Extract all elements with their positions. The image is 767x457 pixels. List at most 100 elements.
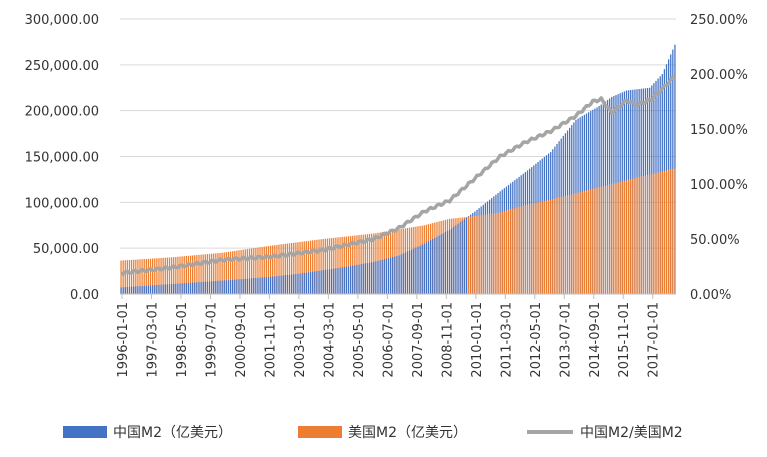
china-m2-bar <box>366 263 369 294</box>
us-m2-bar <box>152 258 154 294</box>
us-m2-bar <box>343 236 345 294</box>
us-m2-bar <box>598 187 600 294</box>
us-m2-bar <box>206 254 209 294</box>
us-m2-bar <box>499 212 501 294</box>
us-m2-bar <box>486 214 489 294</box>
us-m2-bar <box>575 193 577 294</box>
china-m2-bar <box>383 259 385 294</box>
china-m2-bar <box>442 233 444 294</box>
china-m2-bar <box>192 282 194 294</box>
us-m2-bar <box>606 185 609 294</box>
us-m2-bar <box>543 200 546 294</box>
us-m2-bar <box>516 207 518 294</box>
us-m2-bar <box>665 170 668 294</box>
right-tick-label: 250.00% <box>690 13 748 28</box>
us-m2-bar <box>564 195 567 294</box>
china-m2-bar <box>362 263 364 294</box>
us-m2-bar <box>282 244 284 294</box>
right-tick-label: 150.00% <box>690 123 748 138</box>
us-m2-bar <box>126 260 129 294</box>
china-m2-bar <box>139 286 141 294</box>
us-m2-bar <box>569 194 571 294</box>
china-m2-bar <box>170 284 173 294</box>
us-m2-bar <box>328 238 331 294</box>
us-m2-bar <box>217 253 219 294</box>
x-axis-labels: 1996-01-01 1997-03-01 1998-05-01 1999-07-01… <box>116 293 676 378</box>
china-m2-bar <box>354 265 356 294</box>
right-tick-label: 50.00% <box>690 233 740 248</box>
x-tick-label: 2006-07-01 <box>381 302 396 378</box>
china-m2-bar <box>291 274 293 294</box>
us-m2-bar <box>293 242 295 294</box>
us-m2-bar <box>615 183 617 294</box>
china-m2-bar <box>217 280 219 294</box>
us-m2-bar <box>539 201 541 294</box>
us-m2-bar <box>550 199 552 294</box>
china-m2-bar <box>261 277 263 294</box>
x-tick-label: 2004-03-01 <box>322 302 337 378</box>
china-m2-bar <box>143 285 145 294</box>
china-m2-bar <box>345 266 348 294</box>
legend-label-china: 中国M2（亿美元） <box>113 425 232 441</box>
china-m2-bar <box>166 284 169 294</box>
us-m2-bar <box>179 256 181 294</box>
us-m2-bar <box>309 240 312 294</box>
us-m2-bar <box>531 203 533 294</box>
china-m2-bar <box>331 268 333 294</box>
china-m2-bar <box>282 275 284 294</box>
x-tick-label: 2017-01-01 <box>647 302 662 378</box>
us-m2-bar <box>609 184 611 294</box>
china-m2-bar <box>274 276 276 294</box>
china-m2-bar <box>337 268 339 294</box>
us-m2-bar <box>491 213 493 294</box>
us-m2-bar <box>299 241 301 294</box>
us-m2-bar <box>587 189 590 294</box>
china-m2-bar <box>246 278 249 294</box>
us-m2-bar <box>164 257 166 294</box>
us-m2-bar <box>314 240 316 294</box>
us-m2-bar <box>158 258 160 294</box>
us-m2-bar <box>175 256 177 294</box>
china-m2-bar <box>175 283 177 294</box>
us-m2-bar <box>139 259 141 294</box>
china-m2-bar <box>156 285 158 294</box>
us-m2-bar <box>267 246 270 294</box>
left-axis-ticks: 0.00 50,000.00 100,000.00 150,000.00 200,000… <box>25 13 99 303</box>
china-m2-bar <box>133 286 135 294</box>
china-m2-bar <box>265 277 268 294</box>
china-m2-bar <box>316 271 318 294</box>
china-m2-bars <box>467 44 676 295</box>
us-m2-bar <box>503 211 505 294</box>
us-m2-bar <box>577 192 579 294</box>
china-m2-bar <box>371 262 373 294</box>
us-m2-bar <box>507 209 510 294</box>
us-m2-bar <box>305 241 308 294</box>
us-m2-bar <box>141 259 143 294</box>
china-m2-bar <box>295 274 297 294</box>
china-m2-bar <box>379 260 381 294</box>
right-tick-label: 200.00% <box>690 68 748 83</box>
us-m2-bar <box>358 235 360 294</box>
china-m2-bar <box>215 280 217 294</box>
us-m2-bar <box>181 256 183 294</box>
us-m2-bar <box>221 252 223 294</box>
china-m2-bar <box>210 281 213 294</box>
china-m2-bar <box>309 272 312 294</box>
us-m2-bar <box>585 190 588 294</box>
us-m2-bar <box>470 216 472 294</box>
us-m2-bar <box>547 200 550 294</box>
us-m2-bar <box>335 237 337 294</box>
china-m2-bar <box>341 267 343 294</box>
us-m2-bar <box>265 246 268 294</box>
x-tick-label: 2005-05-01 <box>352 302 367 378</box>
left-tick-label: 50,000.00 <box>33 242 99 257</box>
us-m2-bar <box>613 183 615 294</box>
us-m2-bar <box>295 242 297 294</box>
china-m2-bar <box>318 270 320 294</box>
us-m2-bar <box>514 208 516 294</box>
us-m2-bar <box>250 248 253 294</box>
us-m2-bar <box>644 175 647 294</box>
left-tick-label: 0.00 <box>70 288 99 303</box>
china-m2-bar <box>141 286 143 294</box>
china-m2-bar <box>347 266 350 294</box>
